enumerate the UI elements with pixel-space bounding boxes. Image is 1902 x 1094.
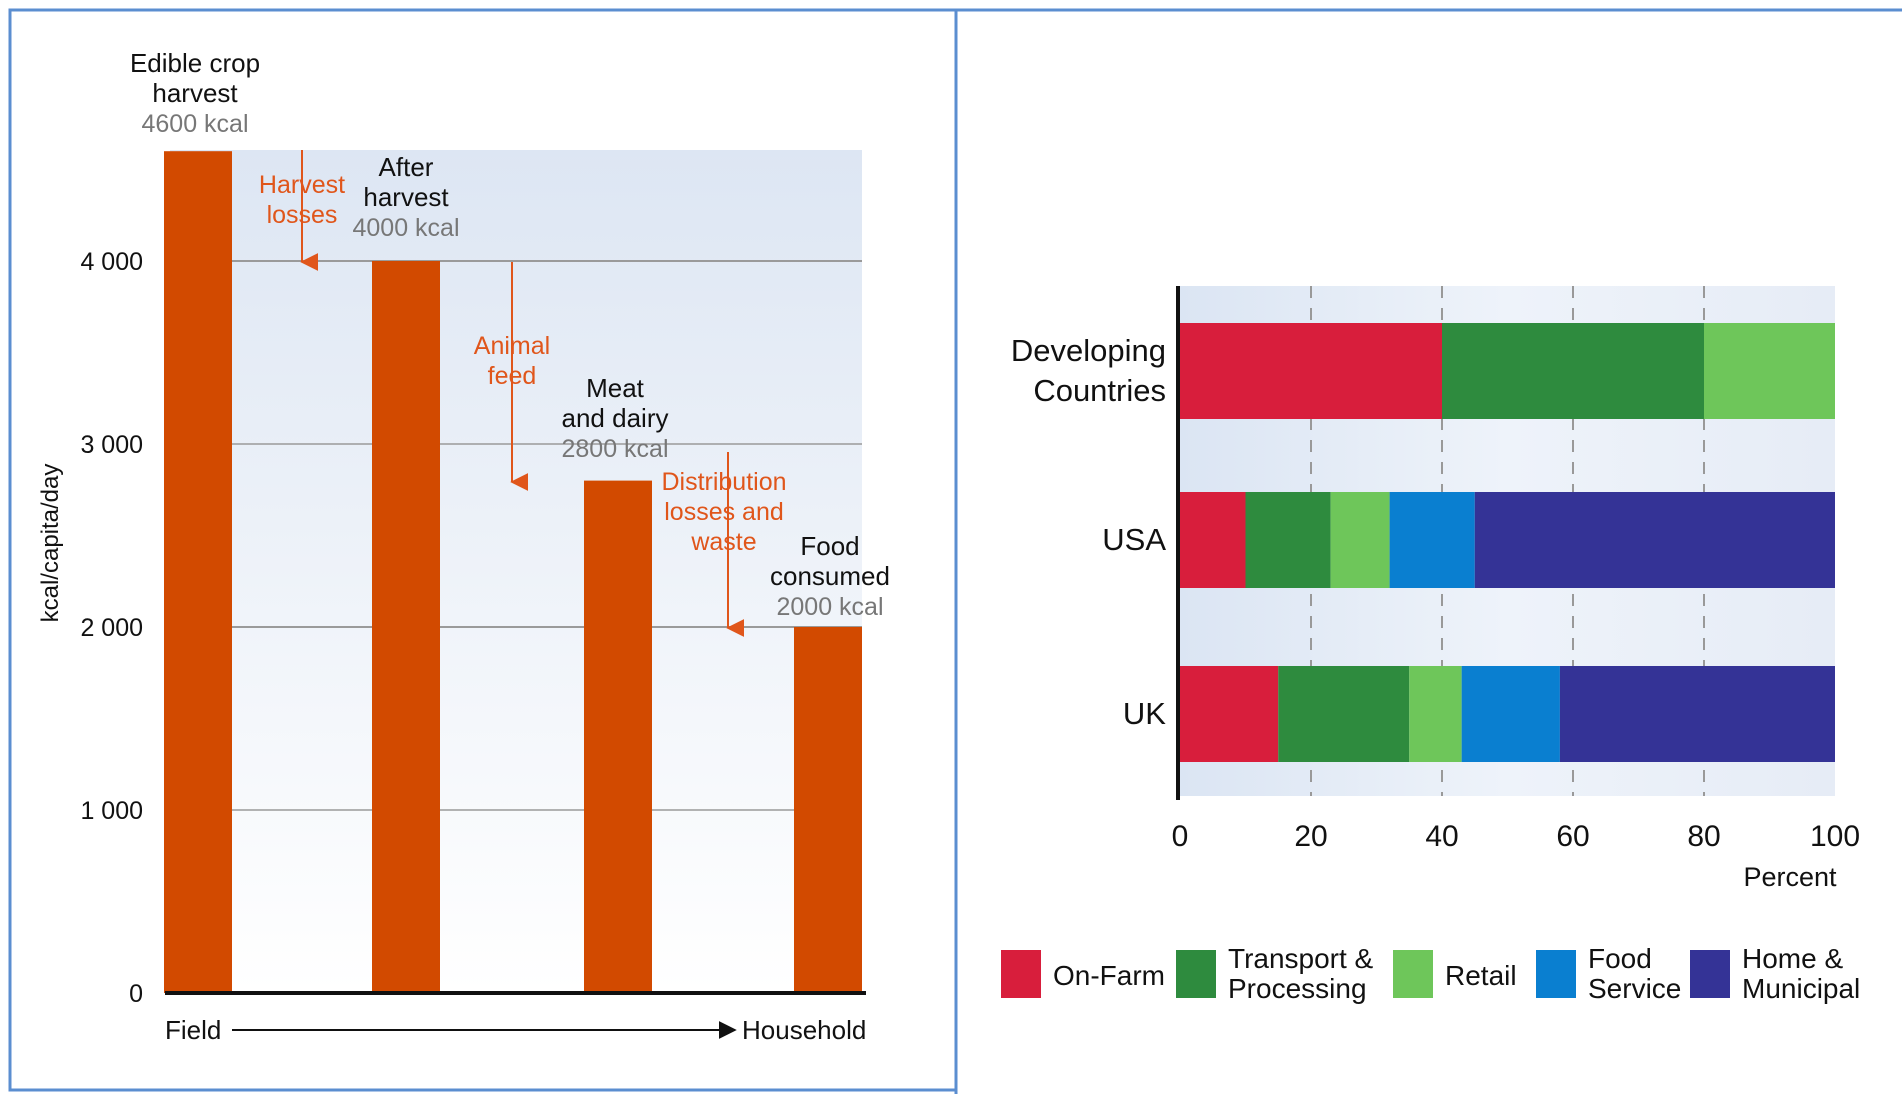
legend-swatch — [1536, 950, 1576, 998]
legend-label: Home & — [1742, 943, 1843, 974]
bar-label: Edible crop — [130, 48, 260, 78]
category-label: Developing — [1011, 333, 1166, 368]
bar-segment — [1442, 323, 1704, 419]
y-tick-label: 3 000 — [80, 431, 143, 459]
bar-label: Meat — [586, 373, 645, 403]
y-tick-label: 0 — [129, 980, 143, 1008]
category-label: Countries — [1033, 373, 1166, 408]
bar-segment — [1409, 666, 1462, 762]
bar-label: and dairy — [562, 403, 669, 433]
bar-label: Food — [800, 531, 859, 561]
bar-segment — [1180, 323, 1442, 419]
loss-label: feed — [488, 362, 537, 390]
loss-label: losses — [267, 201, 338, 229]
legend-label: Municipal — [1742, 973, 1860, 1004]
x-tick-label: 80 — [1687, 820, 1720, 853]
bar-segment — [1245, 492, 1331, 588]
y-tick-label: 4 000 — [80, 248, 143, 276]
x-tick-label: 0 — [1172, 820, 1189, 853]
bar-segment — [1180, 492, 1246, 588]
bar-label: harvest — [363, 182, 449, 212]
food-waste-share-chart: Developing Countries USA UK 0 20 40 60 80 100 Pe… — [1001, 286, 1860, 1004]
bar-label: harvest — [152, 78, 238, 108]
bar-value-label: 4000 kcal — [352, 214, 459, 242]
legend-label: Service — [1588, 973, 1681, 1004]
x-axis-label: Percent — [1743, 862, 1837, 892]
bar-segment — [1474, 492, 1835, 588]
x-tick-label: 20 — [1294, 820, 1327, 853]
legend-swatch — [1001, 950, 1041, 998]
x-tick-label: 40 — [1425, 820, 1458, 853]
legend-swatch — [1690, 950, 1730, 998]
legend: On-Farm Transport &Processing Retail FoodSe… — [1001, 943, 1860, 1004]
bar-segment — [1461, 666, 1560, 762]
bar-value-label: 2800 kcal — [561, 435, 668, 463]
bar-segment — [1704, 323, 1835, 419]
bar-value-label: 4600 kcal — [141, 110, 248, 138]
bar — [164, 151, 232, 993]
bar-segment — [1278, 666, 1410, 762]
loss-label: Harvest — [259, 171, 345, 199]
x-axis-end-label: Household — [742, 1015, 866, 1045]
x-tick-label: 60 — [1556, 820, 1589, 853]
loss-label: waste — [690, 528, 756, 556]
bar-segment — [1180, 666, 1279, 762]
y-axis-label: kcal/capita/day — [37, 464, 64, 623]
loss-label: Animal — [474, 332, 550, 360]
bar-label: consumed — [770, 561, 890, 591]
plot-background — [170, 150, 862, 992]
legend-label: Transport & — [1228, 943, 1374, 974]
legend-label: Retail — [1445, 960, 1517, 991]
x-axis-start-label: Field — [165, 1015, 221, 1045]
loss-label: losses and — [664, 498, 784, 526]
bar-segment — [1330, 492, 1390, 588]
bar — [372, 261, 440, 993]
x-tick-label: 100 — [1810, 820, 1860, 853]
category-label: USA — [1102, 522, 1166, 557]
category-label: UK — [1123, 696, 1166, 731]
bar-label: After — [379, 152, 434, 182]
bar — [794, 627, 862, 993]
legend-label: Food — [1588, 943, 1652, 974]
bar-value-label: 2000 kcal — [776, 593, 883, 621]
legend-label: On-Farm — [1053, 960, 1165, 991]
legend-swatch — [1393, 950, 1433, 998]
legend-swatch — [1176, 950, 1216, 998]
bar — [584, 480, 652, 994]
y-tick-label: 1 000 — [80, 797, 143, 825]
bar-segment — [1389, 492, 1475, 588]
legend-label: Processing — [1228, 973, 1367, 1004]
loss-label: Distribution — [661, 468, 786, 496]
bar-segment — [1559, 666, 1835, 762]
y-tick-label: 2 000 — [80, 614, 143, 642]
